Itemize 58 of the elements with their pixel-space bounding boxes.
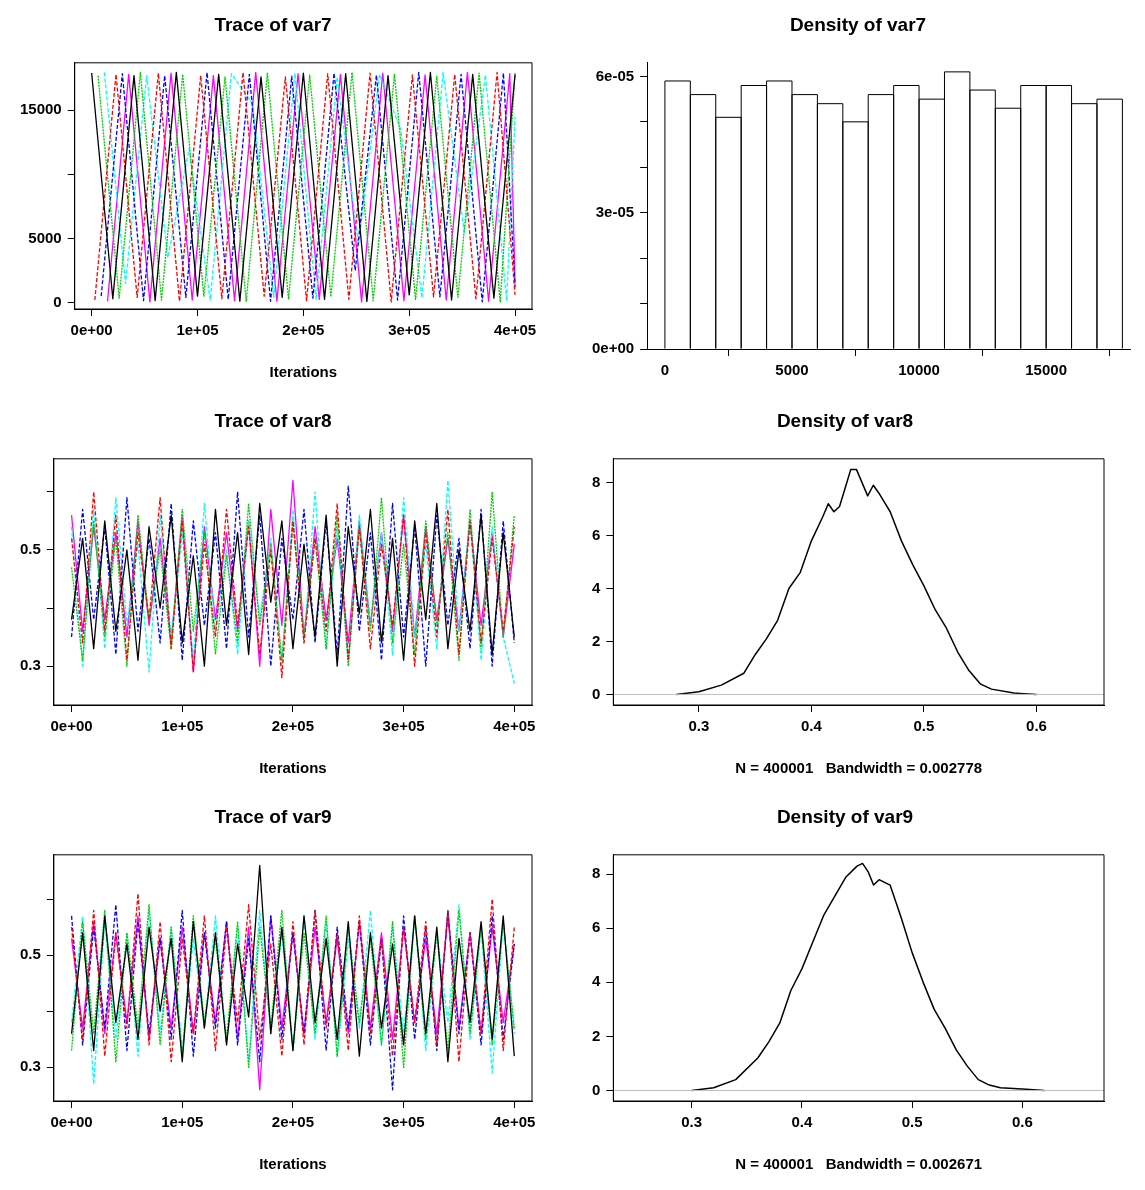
x-tick-label: 0.3: [688, 717, 710, 735]
y-tick-label: 0.5: [19, 945, 41, 963]
y-tick-label: 0: [592, 684, 601, 702]
x-tick-label: 1e+05: [161, 717, 204, 735]
x-tick-label: 0e+00: [50, 717, 93, 735]
chart-title: Trace of var8: [214, 409, 332, 431]
x-tick-label: 0.6: [1026, 717, 1047, 735]
y-tick-label: 0: [53, 292, 62, 310]
x-tick-label: 2e+05: [271, 717, 314, 735]
x-tick-label: 3e+05: [382, 1113, 425, 1131]
x-tick-label: 3e+05: [388, 321, 431, 339]
y-tick-label: 0.3: [19, 1057, 41, 1075]
y-tick-label: 0.5: [19, 540, 41, 558]
chart-title: Density of var8: [776, 409, 914, 431]
x-axis-title: N = 400001 Bandwidth = 0.002671: [735, 1155, 983, 1173]
y-tick-label: 2: [592, 631, 601, 649]
x-tick-label: 0.4: [791, 1113, 813, 1131]
x-tick-label: 3e+05: [382, 717, 425, 735]
x-axis-title: Iterations: [259, 1155, 327, 1173]
x-tick-label: 0: [660, 361, 670, 379]
x-tick-label: 0e+00: [50, 1113, 93, 1131]
x-axis-title: N = 400001 Bandwidth = 0.002778: [735, 759, 983, 777]
x-axis-title: Iterations: [269, 363, 338, 381]
chart-title: Trace of var9: [214, 805, 332, 827]
x-tick-label: 0.3: [681, 1113, 703, 1131]
y-tick-label: 2: [592, 1026, 601, 1044]
x-tick-label: 0.5: [913, 717, 935, 735]
x-tick-label: 0e+00: [70, 321, 113, 339]
y-tick-label: 8: [592, 864, 601, 882]
x-tick-label: 1e+05: [176, 321, 219, 339]
x-tick-label: 4e+05: [493, 1113, 536, 1131]
y-tick-label: 3e-05: [595, 202, 635, 220]
x-tick-label: 0.4: [800, 717, 823, 735]
y-tick-label: 0.3: [19, 656, 41, 674]
x-tick-label: 10000: [898, 361, 940, 379]
x-tick-label: 5000: [775, 361, 809, 379]
y-tick-label: 0e+00: [591, 339, 635, 357]
y-tick-label: 5000: [28, 228, 62, 246]
chart-title: Trace of var7: [214, 13, 332, 35]
y-tick-label: 4: [592, 578, 601, 596]
x-tick-label: 1e+05: [161, 1113, 204, 1131]
y-tick-label: 4: [592, 972, 601, 990]
x-tick-label: 0.6: [1011, 1113, 1033, 1131]
x-tick-label: 0.5: [901, 1113, 923, 1131]
y-tick-label: 0: [592, 1080, 601, 1098]
x-tick-label: 4e+05: [493, 717, 536, 735]
chart-title: Density of var9: [776, 805, 914, 827]
y-tick-label: 15000: [19, 100, 62, 118]
y-tick-label: 6e-05: [595, 66, 635, 84]
x-tick-label: 2e+05: [271, 1113, 314, 1131]
x-tick-label: 15000: [1025, 361, 1067, 379]
y-tick-label: 8: [592, 472, 601, 490]
chart-title: Density of var7: [789, 13, 927, 35]
y-tick-label: 6: [592, 918, 601, 936]
x-axis-title: Iterations: [259, 759, 327, 777]
y-tick-label: 6: [592, 525, 601, 543]
x-tick-label: 2e+05: [282, 321, 325, 339]
x-tick-label: 4e+05: [493, 321, 537, 339]
